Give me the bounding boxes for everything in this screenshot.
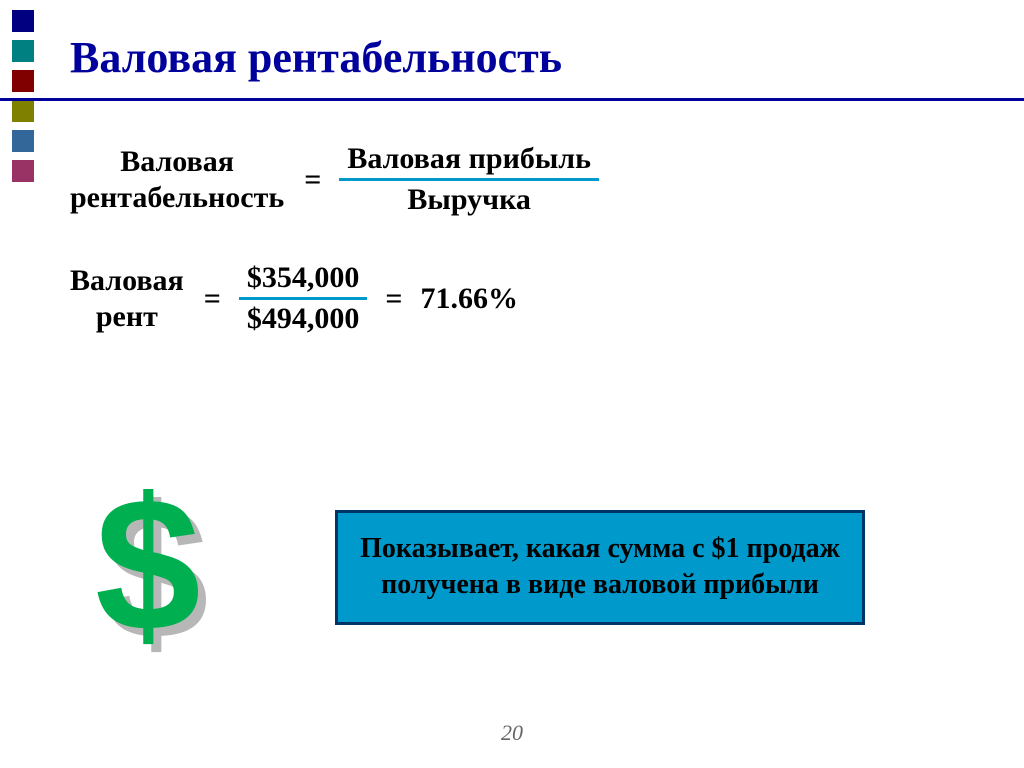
page-number: 20	[0, 720, 1024, 746]
denominator: Выручка	[339, 178, 599, 219]
equals-sign: =	[385, 282, 402, 316]
calc-row: Валовая рент = $354,000 $494,000 = 71.66…	[70, 259, 970, 338]
calc-lhs: Валовая рент	[70, 263, 184, 335]
formula-row: Валовая рентабельность = Валовая прибыль…	[70, 140, 970, 219]
square-icon	[12, 10, 34, 32]
text: Валовая	[70, 264, 184, 297]
square-icon	[12, 160, 34, 182]
denominator: $494,000	[239, 297, 368, 338]
text: рент	[96, 300, 158, 333]
square-icon	[12, 40, 34, 62]
slide-title: Валовая рентабельность	[70, 32, 562, 83]
numerator: $354,000	[239, 259, 368, 297]
text: Валовая	[120, 145, 234, 178]
square-icon	[12, 70, 34, 92]
equals-sign: =	[304, 163, 321, 197]
numerator: Валовая прибыль	[339, 140, 599, 178]
formula-lhs: Валовая рентабельность	[70, 144, 284, 216]
formula-fraction: Валовая прибыль Выручка	[339, 140, 599, 219]
dollar-icon: $	[95, 470, 201, 660]
text: рентабельность	[70, 181, 284, 214]
calc-result: 71.66%	[421, 282, 519, 316]
calc-fraction: $354,000 $494,000	[239, 259, 368, 338]
description-box: Показывает, какая сумма с $1 продаж полу…	[335, 510, 865, 625]
title-underline	[0, 98, 1024, 101]
sidebar-decoration	[0, 0, 38, 768]
content-area: Валовая рентабельность = Валовая прибыль…	[70, 140, 970, 378]
square-icon	[12, 100, 34, 122]
equals-sign: =	[204, 282, 221, 316]
square-icon	[12, 130, 34, 152]
